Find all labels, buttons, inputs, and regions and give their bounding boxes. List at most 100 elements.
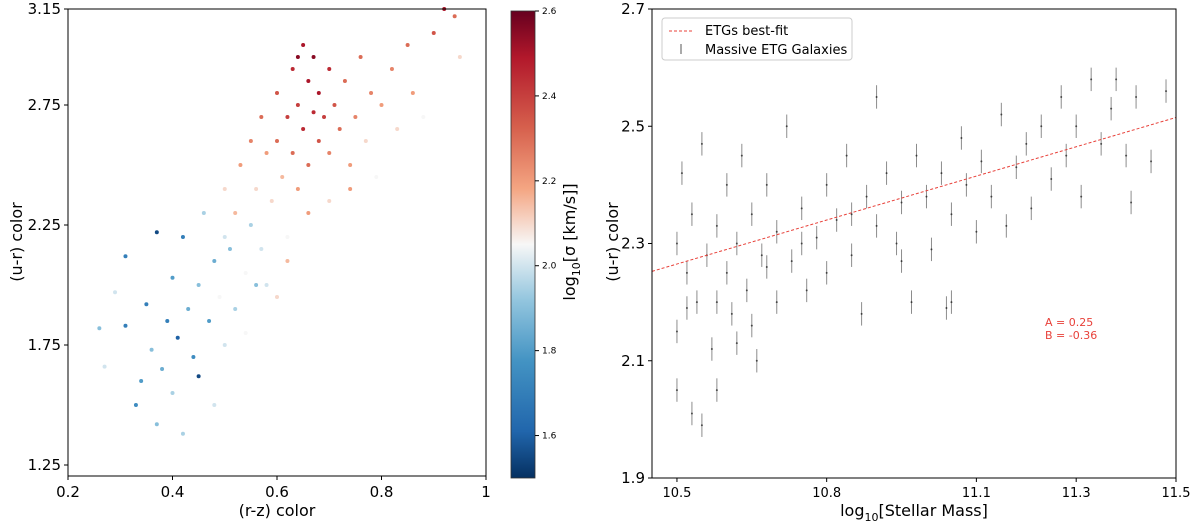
galaxy-point xyxy=(1115,67,1118,92)
x-tick-label: 11.3 xyxy=(1062,486,1091,501)
scatter-point xyxy=(290,67,295,71)
scatter-point xyxy=(295,55,300,59)
scatter-point xyxy=(389,67,394,71)
galaxy-point xyxy=(860,302,863,326)
x-tick-label: 11.5 xyxy=(1162,486,1191,501)
y-tick-label: 1.25 xyxy=(28,456,61,474)
galaxy-point xyxy=(1025,132,1028,156)
scatter-point xyxy=(212,403,217,407)
scatter-point xyxy=(238,163,243,167)
y-tick-label: 3.15 xyxy=(28,0,61,18)
scatter-point xyxy=(243,331,248,335)
galaxy-point xyxy=(730,302,733,326)
galaxy-point xyxy=(865,184,868,209)
scatter-point xyxy=(348,187,353,191)
scatter-point xyxy=(144,302,149,307)
galaxy-point xyxy=(895,231,898,256)
scatter-point xyxy=(337,127,342,131)
scatter-point xyxy=(154,230,159,235)
colorbar-tick-label: 2.4 xyxy=(542,92,557,102)
colorbar-tick-label: 1.6 xyxy=(542,432,557,442)
scatter-point xyxy=(175,335,180,340)
galaxy-point xyxy=(1075,114,1078,138)
scatter-point xyxy=(275,139,279,143)
x-tick-label: 0.6 xyxy=(265,483,289,501)
galaxy-point xyxy=(850,202,853,226)
x-tick-label: 0.4 xyxy=(161,483,185,501)
galaxy-point xyxy=(825,173,828,197)
galaxy-point xyxy=(1125,143,1128,168)
galaxy-point xyxy=(845,143,848,168)
scatter-point xyxy=(327,67,332,71)
best-fit-line xyxy=(651,116,1177,272)
galaxy-point xyxy=(1080,184,1083,209)
galaxy-point xyxy=(825,261,828,285)
colorbar-tick-label: 2.6 xyxy=(542,7,557,17)
scatter-point xyxy=(311,55,316,59)
scatter-point xyxy=(222,343,227,347)
galaxy-point xyxy=(900,249,903,273)
scatter-point xyxy=(410,91,415,95)
scatter-point xyxy=(149,347,154,352)
galaxy-point xyxy=(740,143,743,168)
scatter-point xyxy=(196,374,201,379)
galaxy-point xyxy=(910,290,913,314)
colorbar xyxy=(510,10,536,479)
galaxy-point xyxy=(1110,96,1113,121)
scatter-point xyxy=(113,290,118,295)
colorbar-ticks: 1.6 1.8 2.0 2.2 2.4 2.6 xyxy=(535,7,557,442)
scatter-point xyxy=(233,307,238,311)
galaxy-point xyxy=(850,243,853,267)
scatter-point xyxy=(369,91,374,95)
galaxy-point xyxy=(930,237,933,262)
scatter-point xyxy=(431,31,436,35)
galaxy-point xyxy=(1015,155,1018,180)
annotation-b: B = -0.36 xyxy=(1045,329,1097,342)
y-tick-label: 2.1 xyxy=(621,352,645,370)
left-x-label: (r-z) color xyxy=(239,501,316,520)
right-y-label: (u-r) color xyxy=(603,202,622,282)
galaxy-point xyxy=(835,208,838,232)
galaxy-point xyxy=(680,161,683,185)
galaxy-point xyxy=(765,173,768,197)
scatter-point xyxy=(233,211,238,215)
y-tick-label: 2.25 xyxy=(28,216,61,234)
scatter-point xyxy=(170,391,175,395)
scatter-point xyxy=(222,235,227,239)
y-tick-label: 2.3 xyxy=(621,235,645,253)
scatter-point xyxy=(259,247,264,251)
galaxy-point xyxy=(695,290,698,314)
legend-box xyxy=(661,17,853,61)
galaxy-point xyxy=(735,231,738,256)
y-tick-label: 2.7 xyxy=(621,0,645,18)
galaxy-point xyxy=(700,132,703,156)
galaxy-point xyxy=(675,319,678,344)
scatter-point xyxy=(452,14,457,19)
scatter-point xyxy=(285,259,290,263)
annotation-a: A = 0.25 xyxy=(1045,316,1093,329)
scatter-point xyxy=(311,110,316,115)
galaxy-point xyxy=(940,161,943,185)
galaxy-point xyxy=(800,196,803,221)
legend: ETGs best-fit Massive ETG Galaxies xyxy=(661,17,853,61)
left-ticks: 0.2 0.4 0.6 0.8 1 1.25 1.75 2.25 2.75 3.15 xyxy=(28,0,491,501)
scatter-point xyxy=(259,115,264,119)
scatter-point xyxy=(180,235,185,239)
galaxy-point xyxy=(1090,67,1093,92)
y-tick-label: 2.5 xyxy=(621,117,645,135)
scatter-point xyxy=(316,139,321,143)
galaxy-point xyxy=(965,173,968,197)
scatter-point xyxy=(374,175,379,179)
galaxy-point xyxy=(735,331,738,355)
galaxy-point xyxy=(1005,214,1008,238)
scatter-point xyxy=(165,319,170,323)
scatter-point xyxy=(301,43,306,47)
scatter-point xyxy=(275,91,279,95)
galaxy-point xyxy=(1130,190,1133,215)
legend-entry-galaxies: Massive ETG Galaxies xyxy=(705,43,847,58)
galaxy-point xyxy=(950,290,953,314)
galaxy-point xyxy=(1135,85,1138,109)
galaxy-point xyxy=(675,231,678,256)
scatter-point xyxy=(243,271,248,275)
galaxy-point xyxy=(1000,102,1003,127)
